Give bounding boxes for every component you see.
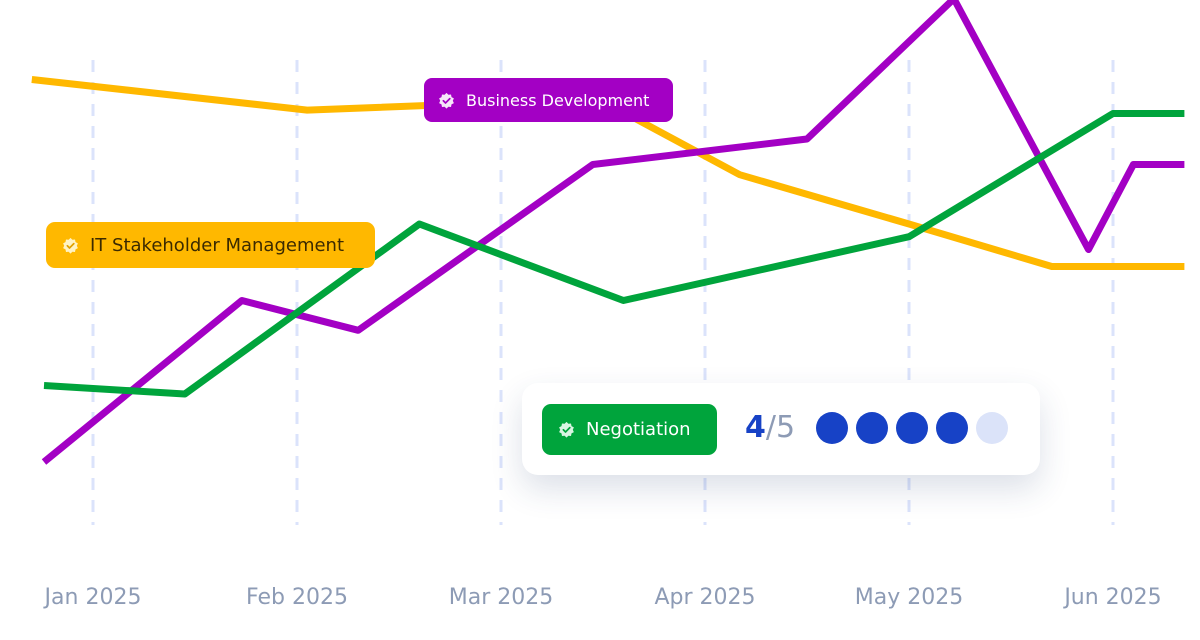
label-text: IT Stakeholder Management <box>90 234 345 256</box>
rating-dot-filled <box>856 412 888 444</box>
rating-dot-filled <box>936 412 968 444</box>
rating-dots <box>816 412 1008 444</box>
label-it-stakeholder-management: IT Stakeholder Management <box>46 222 375 268</box>
grid-lines <box>91 60 1115 525</box>
x-tick-apr-2025: Apr 2025 <box>654 585 755 610</box>
rating-separator: / <box>765 410 776 445</box>
rating-value: 4 <box>745 410 766 445</box>
x-tick-may-2025: May 2025 <box>855 585 963 610</box>
x-axis-ticks: Jan 2025 Feb 2025 Mar 2025 Apr 2025 May 2025… <box>43 585 1162 610</box>
label-text: Negotiation <box>586 419 691 440</box>
rating-score: 4/5 <box>745 408 795 448</box>
rating-max: 5 <box>775 410 796 445</box>
x-tick-mar-2025: Mar 2025 <box>449 585 554 610</box>
series-line-negotiation <box>43 110 1185 398</box>
x-tick-feb-2025: Feb 2025 <box>246 585 348 610</box>
series-lines <box>31 0 1185 465</box>
label-text: Business Development <box>466 90 650 110</box>
x-tick-jan-2025: Jan 2025 <box>43 585 142 610</box>
rating-dot-filled <box>896 412 928 444</box>
series-line-it-stakeholder-management <box>31 76 1185 270</box>
label-negotiation: Negotiation <box>542 404 717 455</box>
verified-badge-icon <box>559 421 574 438</box>
x-tick-jun-2025: Jun 2025 <box>1062 585 1161 610</box>
rating-dot-empty <box>976 412 1008 444</box>
verified-badge-icon <box>439 92 454 109</box>
negotiation-rating-card: Negotiation 4/5 <box>522 383 1040 475</box>
rating-dot-filled <box>816 412 848 444</box>
label-business-development: Business Development <box>424 78 673 122</box>
verified-badge-icon <box>63 237 78 254</box>
series-line-business-development <box>41 0 1185 465</box>
